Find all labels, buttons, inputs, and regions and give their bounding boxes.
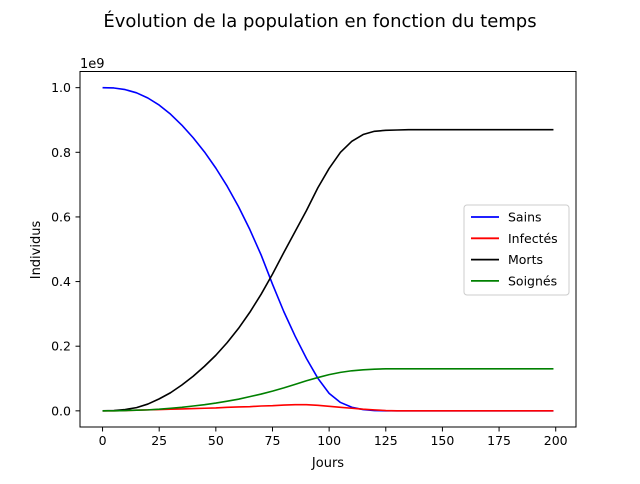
legend-label-0: Sains	[508, 210, 542, 225]
plot-frame	[79, 71, 577, 428]
x-tick-label: 100	[317, 433, 341, 448]
legend: Sains Infectés Morts Soignés	[463, 204, 570, 296]
y-tick-label: 0.0	[51, 403, 71, 418]
x-axis-label: Jours	[311, 456, 344, 471]
y-tick-label: 1.0	[51, 80, 71, 95]
series-line-1	[102, 403, 554, 412]
y-axis-label: Individus	[29, 221, 44, 280]
legend-label-2: Morts	[508, 252, 543, 267]
series-line-2	[102, 128, 554, 412]
x-tick-label: 0	[99, 433, 107, 448]
legend-label-3: Soignés	[508, 273, 557, 288]
legend-box	[463, 204, 570, 296]
y-tick-label: 0.4	[51, 274, 71, 289]
plot-layer	[102, 86, 554, 412]
x-tick-label: 200	[544, 433, 568, 448]
x-tick-label: 75	[265, 433, 281, 448]
x-tick-label: 125	[374, 433, 398, 448]
chart-title: Évolution de la population en fonction d…	[103, 10, 536, 32]
series-line-3	[102, 368, 554, 412]
y-tick-label: 0.8	[51, 145, 71, 160]
x-tick-label: 175	[487, 433, 511, 448]
x-tick-label: 25	[151, 433, 167, 448]
y-tick-label: 0.6	[51, 209, 71, 224]
y-axis-offset-text: 1e9	[80, 57, 105, 72]
axes-layer: 0 25 50 75 100 125 150 175 200 0.0 0.2 0.4 0.6 0.8 1.0	[51, 80, 568, 448]
x-tick-label: 150	[430, 433, 454, 448]
legend-label-1: Infectés	[508, 231, 558, 246]
y-tick-label: 0.2	[51, 339, 71, 354]
x-tick-label: 50	[208, 433, 224, 448]
